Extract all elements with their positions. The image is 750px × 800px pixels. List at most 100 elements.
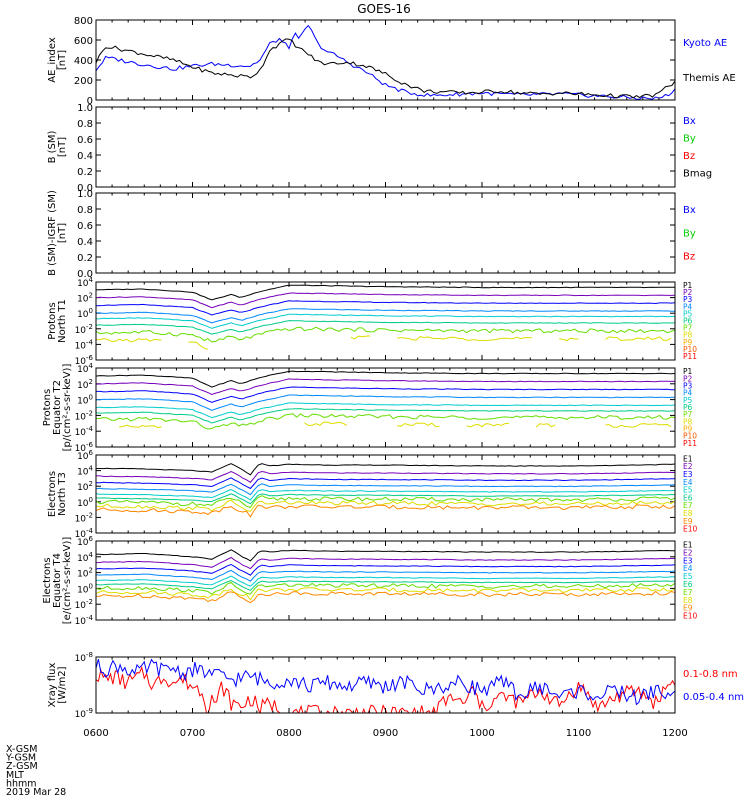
y-axis-label: AE_index (47, 37, 58, 83)
y-tick-label: 10-4 (75, 527, 94, 540)
legend-entry: E6 (683, 493, 693, 502)
y-tick-label: 10-4 (75, 338, 94, 351)
legend-entry: Kyoto AE (683, 38, 727, 49)
legend-entry: Bmag (683, 169, 712, 180)
y-tick-label: 1.0 (77, 103, 93, 114)
panel-xray: 10-9 10-8 Xray flux [W/m2] 0.1-0.8 nm 0.05-0.… (47, 651, 744, 720)
series-line-P5 (96, 313, 675, 329)
panel-frame (95, 192, 676, 274)
series-line-E6 (96, 579, 675, 591)
y-axis-label: B (SM) (47, 130, 58, 163)
legend-entry: E2 (683, 462, 693, 471)
series-group (96, 370, 675, 430)
series-line-P1 (96, 370, 675, 388)
series-line-P3 (96, 386, 675, 403)
y-tick-label: 10-9 (75, 707, 93, 720)
y-axis-label: Protons (42, 389, 53, 426)
x-tick-label: 1000 (469, 728, 494, 739)
panel-frame (95, 106, 676, 188)
y-tick-label: 10-2 (75, 598, 93, 611)
y-tick-label: 1.0 (77, 189, 93, 200)
legend-entry: 0.05-0.4 nm (683, 692, 744, 703)
y-tick-label: 10-6 (75, 441, 94, 454)
y-axis-label: North T1 (57, 299, 68, 343)
y-tick-label: 10-2 (75, 511, 93, 524)
y-tick-label: 0.8 (77, 119, 93, 130)
series-line-E5 (96, 489, 675, 501)
y-tick-label: 0.2 (77, 167, 93, 178)
legend-entry: P2 (683, 288, 693, 297)
legend-entry: P3 (683, 295, 693, 304)
y-tick-label: 104 (77, 362, 93, 375)
series-line-P2 (96, 378, 675, 396)
series-line-P4 (96, 394, 675, 411)
legend-entry: E4 (683, 478, 693, 487)
legend-entry: E3 (683, 470, 693, 479)
legend-entry: E9 (683, 604, 693, 613)
y-tick-label: 104 (77, 551, 93, 564)
series-line-P5 (96, 402, 675, 419)
series-line-P4 (96, 308, 675, 324)
y-tick-label: 10-2 (75, 323, 93, 336)
legend-entry: Themis AE (682, 73, 736, 84)
series-line-E4 (96, 569, 675, 582)
legend-entry: P11 (683, 352, 697, 361)
series-line-E3 (96, 563, 675, 576)
legend-entry: P2 (683, 374, 693, 383)
series-line-E1 (96, 549, 675, 562)
panel-electrons_t4: 10-4 10-2 100 102 104 106 Electrons Equator T4[… (42, 535, 698, 627)
footer-label: MLT (6, 770, 24, 781)
legend-entry: P8 (683, 417, 693, 426)
x-tick-label: 0600 (83, 728, 108, 739)
legend-entry: E7 (683, 588, 693, 597)
y-tick-label: 10-4 (75, 425, 94, 438)
legend-entry: E1 (683, 454, 693, 463)
legend-entry: P1 (683, 367, 693, 376)
panel-protons_t2: 10-6 10-4 10-2 100 102 104 Protons Equator T2 [p… (42, 362, 697, 454)
y-axis-label: [nT] (57, 50, 68, 70)
footer-label: Z-GSM (6, 761, 38, 772)
x-tick-label: 0900 (373, 728, 398, 739)
y-tick-label: 104 (77, 276, 93, 289)
legend-entry: E1 (683, 540, 693, 549)
y-axis-label: [e/(cm²-s-sr-keV)] (62, 537, 73, 625)
y-axis-label: [W/m2] (57, 666, 68, 703)
series-line-E9 (96, 590, 675, 604)
y-axis-label: Xray flux (47, 663, 58, 708)
legend-entry: By (683, 228, 696, 239)
series-group (96, 24, 675, 100)
y-tick-label: 102 (77, 378, 93, 391)
series-line-P6 (96, 320, 675, 335)
legend-entry: P3 (683, 381, 693, 390)
y-tick-label: 0.2 (77, 253, 93, 264)
footer-label: Y-GSM (5, 753, 36, 764)
panel-frame (95, 454, 676, 534)
y-axis-label: Electrons (42, 557, 53, 603)
legend-entry: Bx (683, 116, 696, 127)
series-line-E4 (96, 483, 675, 496)
y-tick-label: 0.4 (77, 151, 93, 162)
legend-entry: P10 (683, 345, 697, 354)
legend-entry: P5 (683, 309, 693, 318)
series-line-E2 (96, 470, 675, 483)
series-line-E1 (96, 463, 675, 476)
series-group (96, 284, 675, 350)
y-tick-label: 10-6 (75, 354, 94, 367)
series-line-Kyoto AE (96, 24, 675, 100)
series-line-P7 (96, 413, 675, 430)
y-axis-label: North T3 (57, 472, 68, 516)
y-tick-label: 0.8 (77, 205, 93, 216)
series-line-E6 (96, 493, 675, 505)
y-tick-label: 0.6 (77, 221, 93, 232)
series-line-P2 (96, 292, 675, 309)
chart-title: GOES-16 (357, 2, 411, 16)
y-tick-label: 10-4 (75, 614, 94, 627)
series-line-E3 (96, 477, 675, 490)
panel-frame (95, 19, 676, 101)
legend-entry: E9 (683, 517, 693, 526)
y-tick-label: 0.0 (77, 183, 93, 194)
legend-entry: E10 (683, 525, 698, 534)
series-line-0.05-0.4 nm (96, 658, 675, 706)
